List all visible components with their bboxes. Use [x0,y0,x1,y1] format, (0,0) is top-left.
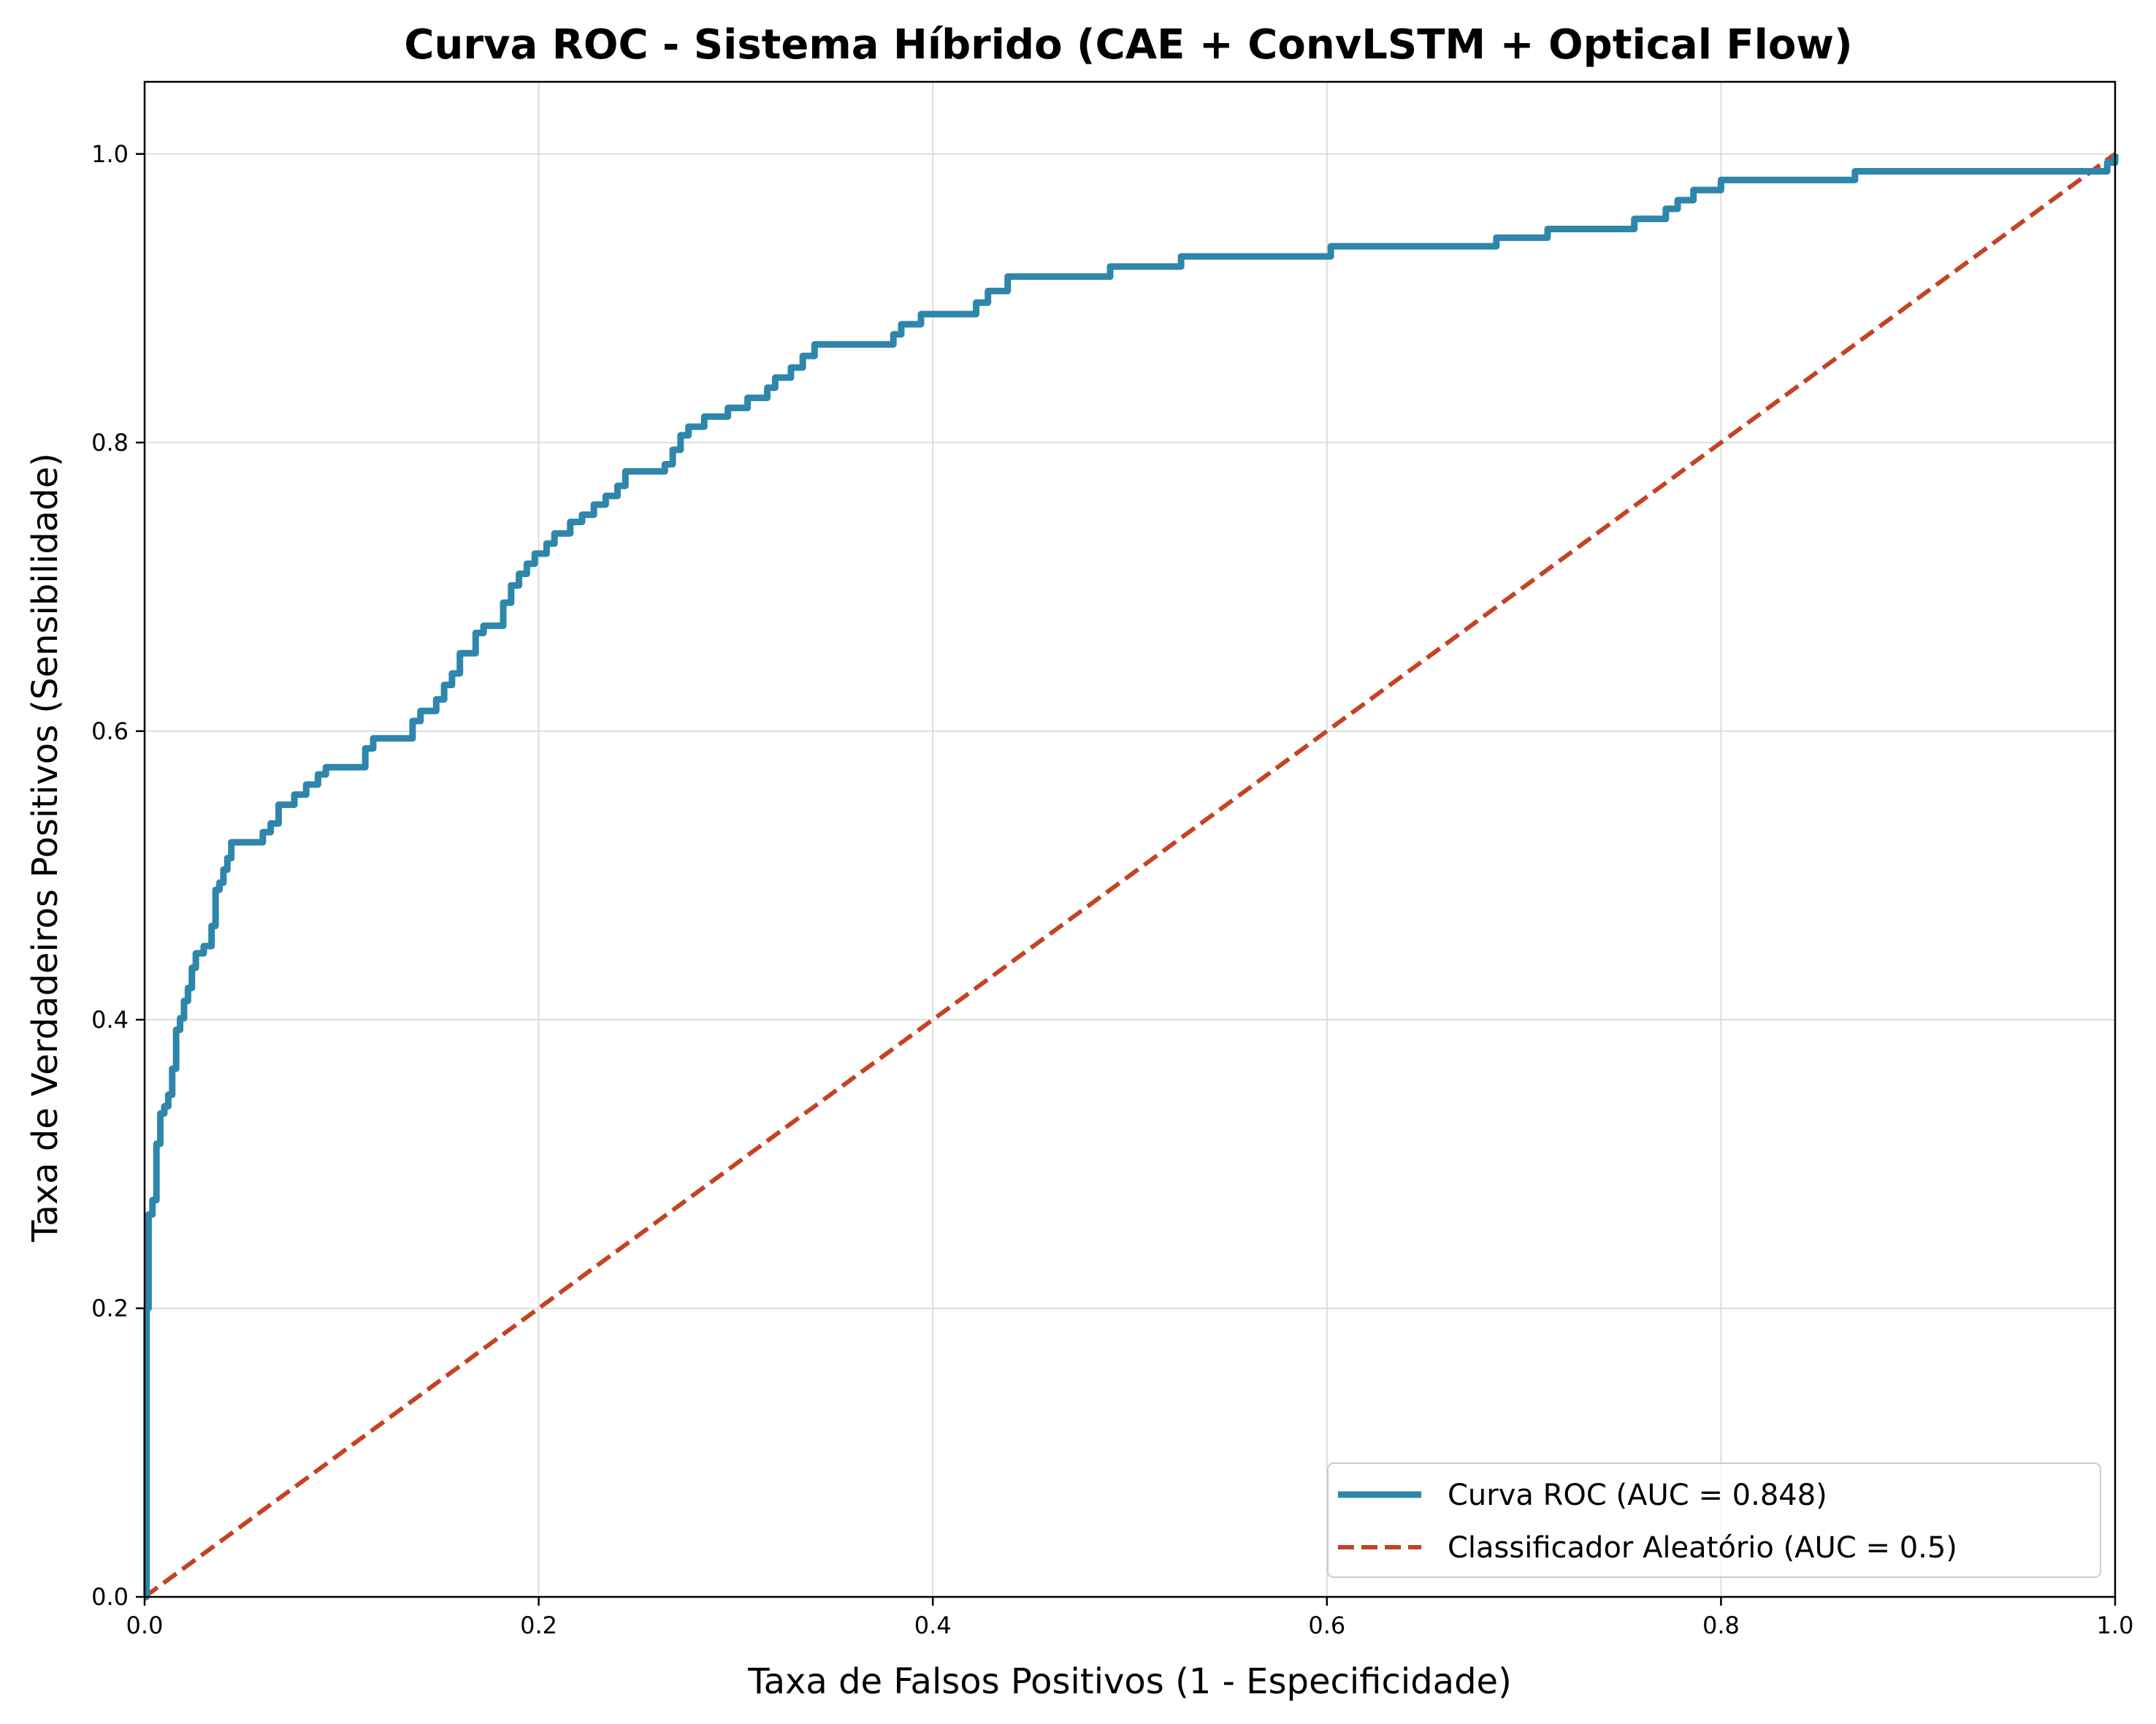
random-classifier-line [143,152,2117,1599]
y-tick-label: 1.0 [91,140,129,168]
y-tick-label: 0.4 [91,1006,129,1034]
plot-frame [143,80,2117,1598]
legend-label-random: Classificador Aleatório (AUC = 0.5) [1448,1531,1957,1565]
x-tick-label: 0.4 [914,1612,952,1639]
y-tick-label: 0.0 [91,1583,129,1611]
x-tick-label: 0.0 [126,1612,164,1639]
y-tick-label: 0.8 [91,429,129,457]
x-tick-label: 0.8 [1702,1612,1740,1639]
x-tick-label: 0.6 [1308,1612,1345,1639]
legend-label-roc: Curva ROC (AUC = 0.848) [1448,1479,1827,1512]
y-tick-label: 0.6 [91,717,129,745]
x-tick-label: 0.2 [520,1612,557,1639]
tick-layer: 0.0 0.2 0.4 0.6 0.8 1.0 0.0 0.2 0.4 0.6 0.8 1.0 [91,140,2133,1639]
x-tick-label: 1.0 [2097,1612,2134,1639]
y-tick-label: 0.2 [91,1294,129,1322]
y-axis-label: Taxa de Verdadeiros Positivos (Sensibili… [25,453,66,1243]
roc-curve-line [143,153,2119,1601]
x-axis-label: Taxa de Falsos Positivos (1 - Especifici… [747,1661,1512,1702]
series-layer [143,152,2119,1601]
chart-title: Curva ROC - Sistema Híbrido (CAE + ConvL… [404,21,1852,69]
legend-box [1327,1462,2101,1578]
legend: Curva ROC (AUC = 0.848) Classificador Al… [1327,1462,2101,1578]
